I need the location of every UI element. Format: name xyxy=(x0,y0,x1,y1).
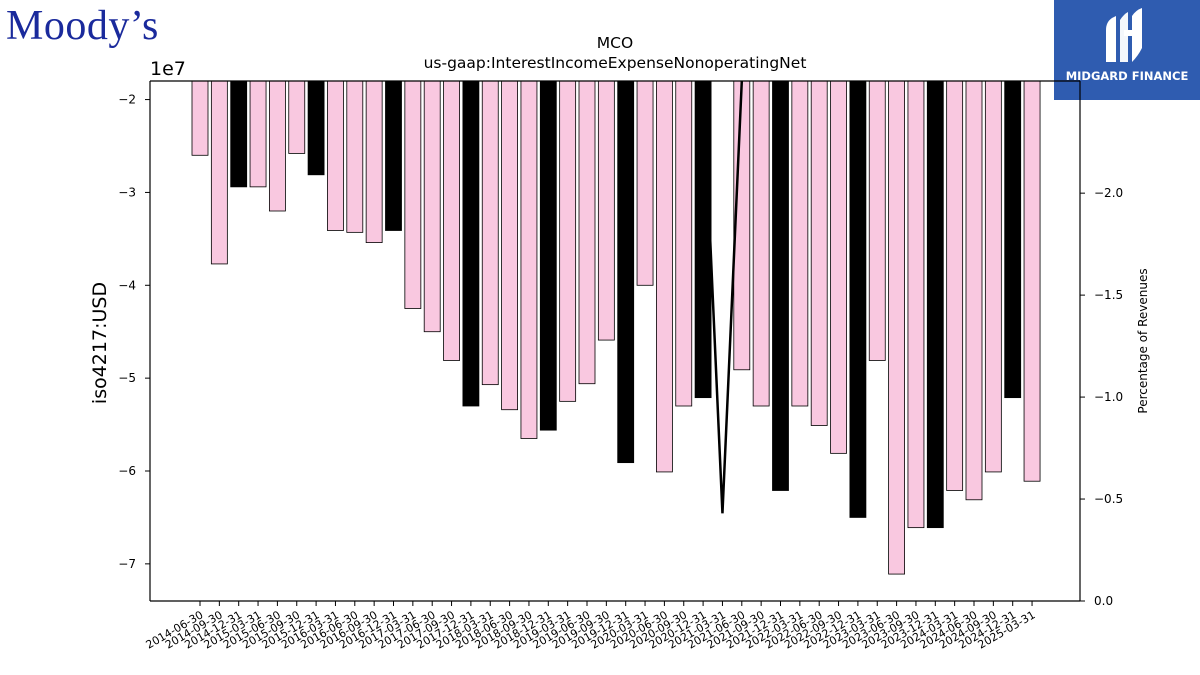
bar xyxy=(597,80,615,341)
bar xyxy=(578,80,596,385)
bar xyxy=(288,80,306,154)
midgard-m-icon xyxy=(1106,8,1142,62)
y2-tick-label: −1.0 xyxy=(1094,390,1123,404)
bar xyxy=(617,80,635,464)
bar xyxy=(481,80,499,386)
y-axis-offset-label: 1e7 xyxy=(150,58,186,80)
bar xyxy=(385,80,402,231)
bar xyxy=(423,80,441,333)
y2-tick-label: 0.0 xyxy=(1094,594,1113,608)
bar xyxy=(636,80,654,286)
bar xyxy=(307,80,325,176)
bar xyxy=(791,80,809,407)
y2-tick-label: −1.5 xyxy=(1094,288,1123,302)
y-tick-label: −6 xyxy=(118,464,136,478)
midgard-finance-logo: MIDGARD FINANCE xyxy=(1054,0,1200,100)
chart-title: MCO xyxy=(597,34,633,52)
bar xyxy=(539,80,557,431)
bar xyxy=(443,80,460,361)
y-tick-label: −3 xyxy=(118,185,136,199)
bar xyxy=(888,80,905,575)
y2-axis-label: Percentage of Revenues xyxy=(1136,268,1150,413)
y-tick-label: −5 xyxy=(118,371,136,385)
y2-tick-label: −2.0 xyxy=(1094,186,1123,200)
y-axis-label: iso4217:USD xyxy=(89,282,111,404)
bar xyxy=(868,80,886,361)
bar xyxy=(926,80,944,529)
bar xyxy=(404,80,422,309)
bar xyxy=(346,80,364,233)
bar xyxy=(230,80,248,188)
y-tick-label: −7 xyxy=(118,557,136,571)
bar xyxy=(830,80,847,454)
bar xyxy=(946,80,964,491)
bar xyxy=(675,80,693,407)
bar xyxy=(810,80,828,426)
moodys-logo: Moody’s xyxy=(6,3,159,49)
y-tick-label: −4 xyxy=(118,278,136,292)
series-line xyxy=(701,80,744,514)
y-tick-label: −2 xyxy=(118,93,136,107)
bar xyxy=(520,80,538,439)
bar xyxy=(501,80,519,411)
bar xyxy=(268,80,286,212)
bar xyxy=(772,80,789,491)
bar xyxy=(249,80,267,188)
bar xyxy=(327,80,344,231)
bar xyxy=(984,80,1002,473)
bar xyxy=(191,80,209,156)
bar xyxy=(210,80,228,265)
bar xyxy=(559,80,577,402)
midgard-finance-wordmark: MIDGARD FINANCE xyxy=(1065,69,1189,83)
chart-subtitle: us-gaap:InterestIncomeExpenseNonoperatin… xyxy=(424,54,807,72)
bar xyxy=(752,80,770,407)
bar xyxy=(656,80,673,473)
bar xyxy=(907,80,925,529)
bar xyxy=(694,80,712,399)
bar xyxy=(462,80,480,407)
bar xyxy=(365,80,383,243)
bar xyxy=(849,80,867,518)
bar xyxy=(1004,80,1022,399)
y2-tick-label: −0.5 xyxy=(1094,492,1123,506)
bar xyxy=(1023,80,1041,482)
bar xyxy=(965,80,983,501)
